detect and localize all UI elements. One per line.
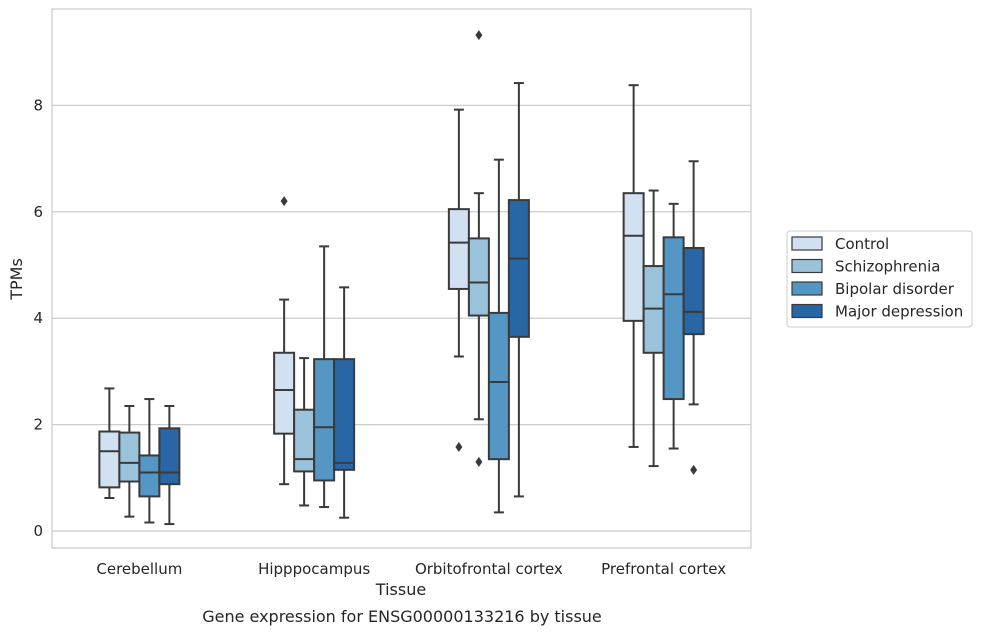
y-tick-label: 8 — [33, 96, 43, 114]
box-3-1 — [138, 398, 161, 524]
y-axis-label: TPMs — [7, 258, 26, 301]
box-body — [487, 311, 510, 461]
box-1-2 — [273, 196, 296, 486]
x-tick-label: Hipppocampus — [258, 560, 370, 578]
legend-swatch — [791, 236, 823, 251]
box-2-3 — [467, 30, 490, 467]
box-body — [622, 192, 645, 322]
legend-swatch — [791, 258, 823, 274]
legend-label: Major depression — [835, 303, 963, 321]
outlier-point — [455, 441, 463, 452]
box-1-1 — [98, 387, 121, 500]
box-2-1 — [118, 404, 141, 518]
box-1-4 — [622, 84, 645, 448]
legend-frame — [786, 230, 973, 328]
legend-label: Schizophrenia — [835, 258, 940, 276]
box-2-2 — [293, 357, 316, 507]
box-body — [313, 358, 336, 482]
x-tick-label: Cerebellum — [96, 560, 182, 578]
y-tick-label: 6 — [33, 203, 43, 221]
outlier-point — [280, 196, 288, 207]
x-tick-label: Orbitofrontal cortex — [415, 560, 563, 578]
y-axis-ticks: 0 2 4 6 8 — [33, 96, 43, 540]
y-tick-label: 0 — [33, 522, 43, 540]
legend: Control Schizophrenia Bipolar disorder Majo… — [786, 230, 973, 328]
legend-label: Bipolar disorder — [835, 280, 955, 298]
box-4-4 — [682, 160, 705, 475]
outlier-point — [475, 30, 483, 41]
y-tick-label: 4 — [33, 309, 43, 327]
x-tick-label: Prefrontal cortex — [601, 560, 726, 578]
box-4-3 — [507, 82, 530, 498]
box-body — [158, 427, 181, 486]
box-body — [273, 351, 296, 435]
box-2-4 — [642, 189, 665, 468]
box-body — [333, 358, 356, 471]
outlier-point — [690, 464, 698, 475]
legend-swatch — [791, 303, 823, 319]
box-body — [662, 236, 685, 401]
box-body — [118, 431, 141, 483]
box-3-3 — [487, 158, 510, 514]
box-4-1 — [158, 404, 181, 526]
figure-caption: Gene expression for ENSG00000133216 by t… — [202, 607, 602, 626]
legend-swatch — [791, 281, 823, 296]
box-body — [682, 246, 705, 336]
box-body — [467, 237, 490, 317]
box-body — [98, 430, 121, 489]
legend-label: Control — [835, 235, 889, 253]
box-1-3 — [447, 108, 470, 452]
x-axis-ticks: Cerebellum Hipppocampus Orbitofrontal cort… — [96, 560, 726, 578]
box-4-2 — [333, 286, 356, 519]
outlier-point — [475, 456, 483, 467]
box-body — [138, 454, 161, 498]
box-body — [507, 199, 530, 338]
x-axis-label: Tissue — [375, 580, 426, 599]
box-body — [447, 208, 470, 290]
y-tick-label: 2 — [33, 416, 43, 434]
box-series — [98, 30, 705, 526]
box-body — [293, 408, 316, 473]
